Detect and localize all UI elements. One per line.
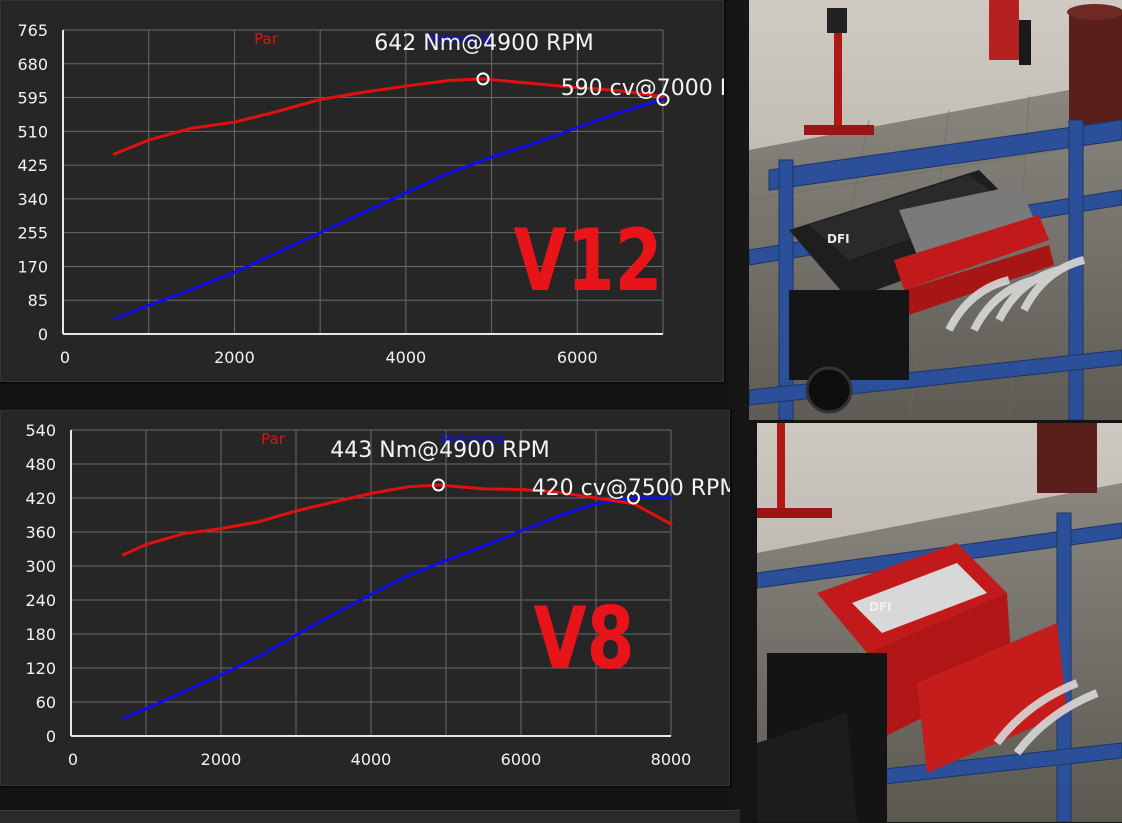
v12-y-tick-label: 255 — [17, 224, 48, 243]
v8-y-tick-label: 360 — [25, 523, 56, 542]
v8-y-tick-label: 300 — [25, 557, 56, 576]
v12-y-tick-label: 170 — [17, 257, 48, 276]
v8-y-tick-label: 180 — [25, 625, 56, 644]
v8-legend-par: Par — [261, 430, 286, 448]
v12-peak-marker — [476, 72, 490, 86]
v8-dyno-chart: 0 60 120 180 240 300 360 420 480 540 0 2000 4000 6000… — [25, 421, 738, 769]
v12-legend-par: Par — [254, 30, 279, 48]
v8-peak-marker — [432, 478, 445, 492]
v8-engine-logo: DFI — [869, 600, 892, 614]
v8-y-tick-label: 540 — [25, 421, 56, 440]
v8-engine-label: V8 — [533, 590, 634, 689]
v12-x-tick-label: 4000 — [385, 348, 426, 367]
v8-y-tick-label: 240 — [25, 591, 56, 610]
v8-y-tick-label: 60 — [36, 693, 56, 712]
v8-x-tick-label: 0 — [68, 750, 78, 769]
v8-series-par — [122, 483, 673, 557]
v12-x-tick-label: 6000 — [557, 348, 598, 367]
v8-x-tick-label: 2000 — [201, 750, 242, 769]
v8-series-potencia — [122, 496, 673, 720]
v8-peak-label: 420 cv@7500 RPM — [532, 476, 730, 501]
v12-y-tick-label: 765 — [17, 21, 48, 40]
v8-legend-potencia: Potencia — [441, 430, 505, 448]
v12-x-tick-label: 2000 — [214, 348, 255, 367]
panel-divider — [734, 0, 748, 822]
v12-y-tick-label: 85 — [28, 291, 48, 310]
v12-series-potencia — [112, 98, 665, 321]
v8-engine-photo: DFI — [757, 423, 1122, 822]
v8-peak-marker — [627, 491, 640, 505]
v12-peak-marker — [656, 93, 670, 107]
v8-x-tick-label: 8000 — [651, 750, 692, 769]
v12-dyno-chart: 0 85 170 255 340 425 510 595 680 765 0 2000 4000 6000… — [17, 21, 767, 367]
v12-series-par — [112, 77, 665, 156]
v8-peak-label: 443 Nm@4900 RPM — [330, 438, 549, 463]
v12-y-tick-label: 680 — [17, 55, 48, 74]
v12-y-tick-label: 0 — [38, 325, 48, 344]
v12-peak-label: 590 cv@7000 RPM — [561, 76, 724, 101]
v12-engine-logo: DFI — [827, 232, 850, 246]
v12-y-tick-label: 425 — [17, 156, 48, 175]
v8-y-tick-label: 120 — [25, 659, 56, 678]
next-panel-edge — [0, 810, 740, 823]
v12-engine-label: V12 — [514, 212, 663, 311]
v8-y-tick-label: 0 — [46, 727, 56, 746]
v12-legend-potencia: Potencia — [428, 30, 492, 48]
v8-chart-panel: 0 60 120 180 240 300 360 420 480 540 0 2000 4000 6000… — [0, 410, 738, 788]
v12-peak-label: 642 Nm@4900 RPM — [374, 31, 593, 56]
v12-chart-panel: 0 85 170 255 340 425 510 595 680 765 0 2000 4000 6000… — [0, 0, 767, 384]
v12-y-tick-label: 340 — [17, 190, 48, 209]
v8-x-tick-label: 4000 — [351, 750, 392, 769]
v8-y-tick-label: 480 — [25, 455, 56, 474]
v12-engine-photo: DFI — [749, 0, 1122, 420]
v12-y-tick-label: 595 — [17, 89, 48, 108]
v12-y-tick-label: 510 — [17, 122, 48, 141]
v8-x-tick-label: 6000 — [501, 750, 542, 769]
v12-x-tick-label: 0 — [60, 348, 70, 367]
v8-y-tick-label: 420 — [25, 489, 56, 508]
